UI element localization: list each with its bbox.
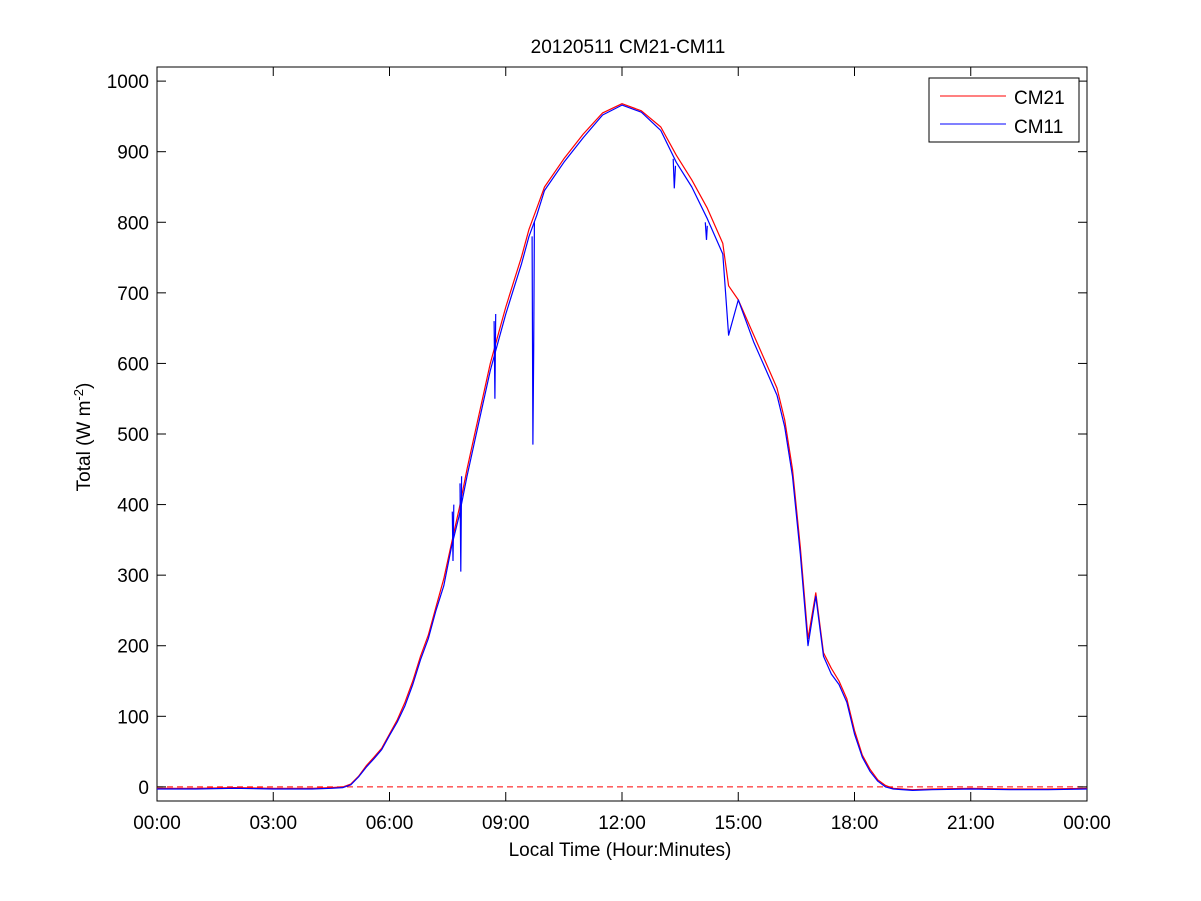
series-line-cm11 bbox=[157, 104, 1088, 792]
x-axis-label: Local Time (Hour:Minutes) bbox=[509, 840, 732, 861]
y-axis-label-superscript: -2 bbox=[71, 389, 86, 401]
y-tick-label: 300 bbox=[117, 566, 149, 587]
y-tick-label: 100 bbox=[117, 707, 149, 728]
x-tick-label: 00:00 bbox=[133, 813, 181, 834]
y-tick-label: 500 bbox=[117, 425, 149, 446]
y-tick-label: 800 bbox=[117, 213, 149, 234]
y-axis-label: Total (W m-2) bbox=[71, 383, 95, 492]
legend-box bbox=[928, 77, 1080, 143]
axes-box bbox=[156, 66, 1088, 802]
legend-label-cm11: CM11 bbox=[1014, 117, 1063, 138]
series-line-cm21 bbox=[157, 103, 1088, 791]
plot-area: 00:00 03:00 06:00 09:00 12:00 15:00 18:00 21:00… bbox=[107, 66, 1111, 834]
series-spike-cm11 bbox=[704, 222, 708, 240]
series-spike-cm11 bbox=[531, 222, 536, 445]
y-tick-label: 1000 bbox=[107, 72, 149, 93]
y-tick-label: 900 bbox=[117, 143, 149, 164]
chart-title: 20120511 CM21-CM11 bbox=[531, 37, 726, 58]
x-tick-label: 21:00 bbox=[947, 813, 995, 834]
y-tick-label: 700 bbox=[117, 284, 149, 305]
x-tick-label: 00:00 bbox=[1063, 813, 1111, 834]
y-tick-label: 0 bbox=[138, 778, 149, 799]
x-tick-label: 06:00 bbox=[366, 813, 414, 834]
x-tick-label: 15:00 bbox=[714, 813, 762, 834]
series-spike-cm11 bbox=[459, 476, 463, 572]
x-tick-label: 12:00 bbox=[598, 813, 646, 834]
series-spike-cm11 bbox=[451, 504, 455, 562]
y-axis-label-close: ) bbox=[74, 383, 95, 389]
y-tick-label: 400 bbox=[117, 496, 149, 517]
legend-label-cm21: CM21 bbox=[1014, 88, 1065, 109]
x-tick-label: 18:00 bbox=[831, 813, 879, 834]
x-tick-label: 03:00 bbox=[249, 813, 297, 834]
y-axis-label-text: Total (W m bbox=[74, 401, 95, 492]
series-spike-cm11 bbox=[493, 313, 497, 399]
y-tick-label: 600 bbox=[117, 354, 149, 375]
x-tick-label: 09:00 bbox=[482, 813, 530, 834]
series-spike-cm11 bbox=[672, 158, 677, 189]
legend: CM21 CM11 bbox=[928, 77, 1080, 143]
y-tick-label: 200 bbox=[117, 637, 149, 658]
